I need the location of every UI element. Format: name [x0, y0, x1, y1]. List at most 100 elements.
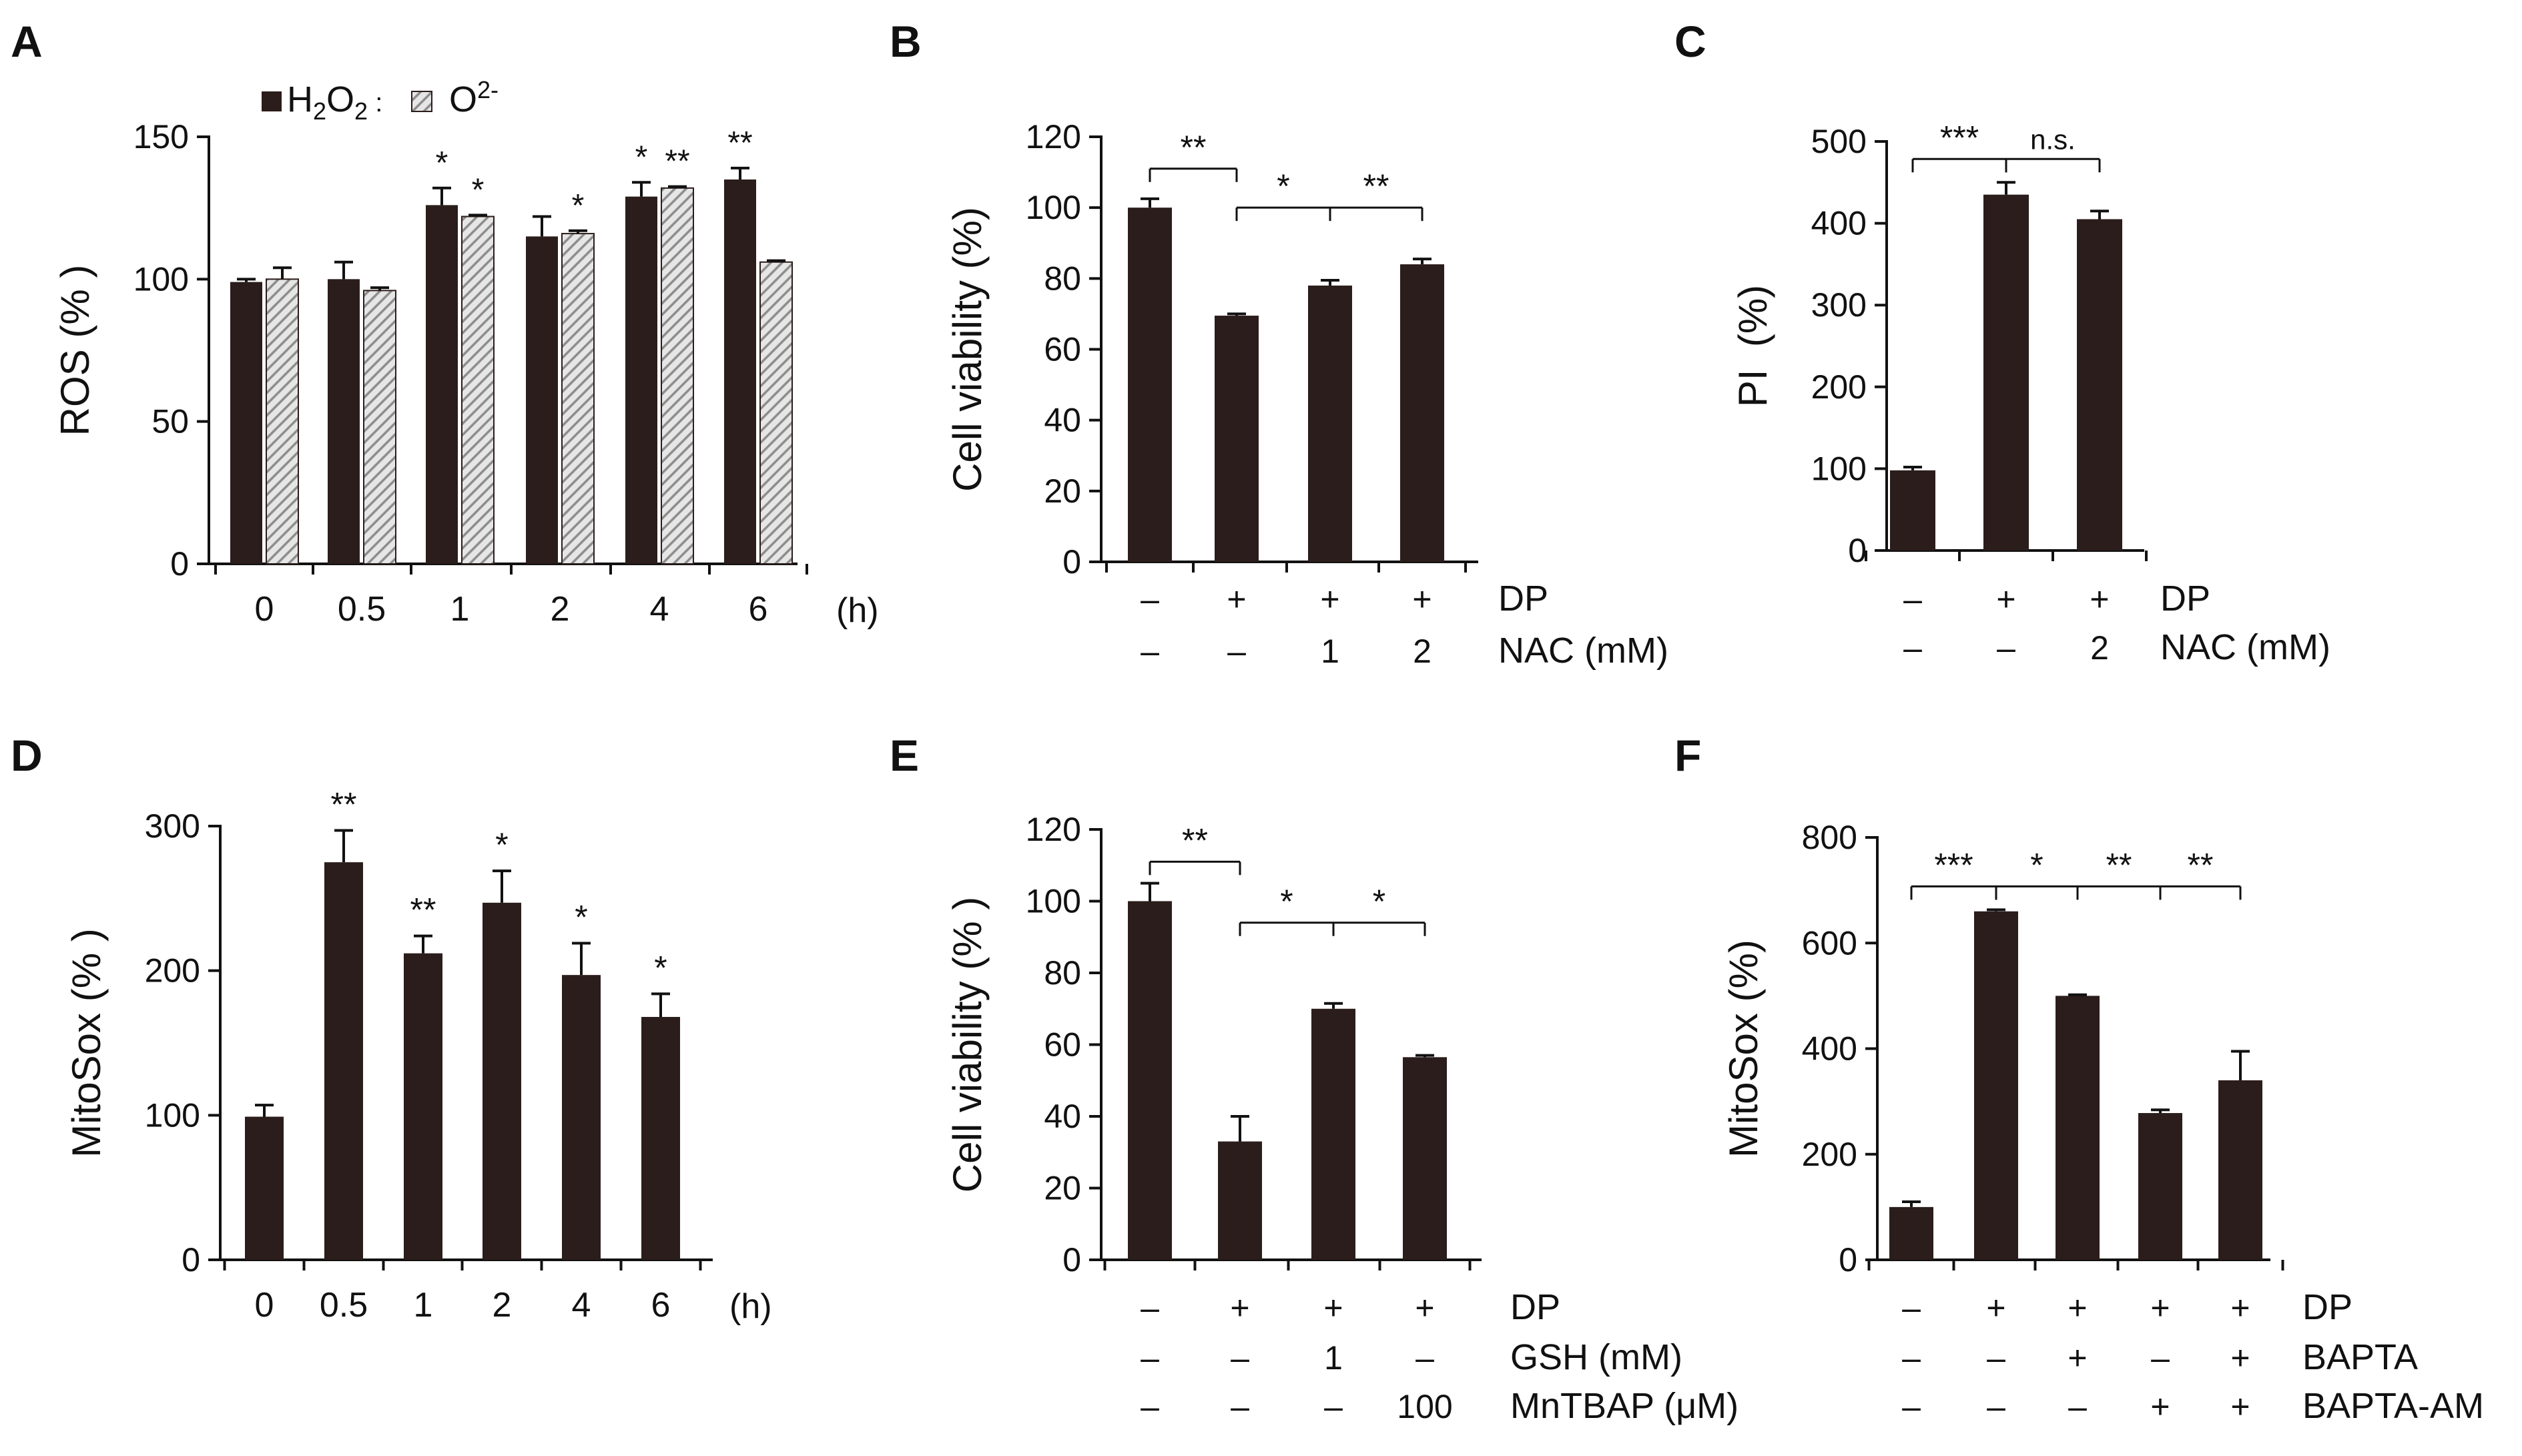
condition-value: –: [1415, 1339, 1434, 1377]
y-axis-label: PI (%): [1730, 285, 1775, 407]
y-tick-label: 20: [1044, 472, 1081, 510]
significance-label: *: [1277, 167, 1289, 205]
y-tick-label: 60: [1044, 1026, 1081, 1064]
legend-label-h2o2: H2O2 :: [287, 79, 382, 125]
y-tick-label: 40: [1044, 1098, 1081, 1135]
significance-star: *: [635, 139, 648, 175]
bar: [1889, 1206, 1933, 1260]
condition-value: –: [2151, 1339, 2170, 1377]
bar-h2o2: [328, 279, 360, 564]
condition-value: +: [2068, 1339, 2087, 1377]
bar: [2218, 1080, 2262, 1260]
y-axis-label: MitoSox (% ): [64, 928, 109, 1157]
condition-label: DP: [2160, 579, 2210, 619]
x-tick-label: 4: [572, 1286, 591, 1325]
condition-label: MnTBAP (μM): [1510, 1386, 1739, 1426]
condition-value: +: [2230, 1289, 2250, 1327]
bar: [1983, 194, 2029, 551]
y-tick-label: 60: [1044, 331, 1081, 368]
legend-label-o2: O2-: [449, 76, 499, 119]
panel-letter: D: [11, 731, 43, 780]
x-tick-label: 1: [450, 590, 470, 629]
x-tick-label: 4: [650, 590, 669, 629]
x-tick-label: 1: [414, 1286, 433, 1325]
panel-letter: F: [1674, 731, 1701, 780]
significance-star: **: [410, 891, 436, 929]
y-tick-label: 400: [1811, 205, 1867, 242]
y-tick-label: 800: [1802, 819, 1857, 856]
bar-o2: [561, 233, 595, 565]
significance-label: **: [1182, 821, 1208, 859]
condition-value: –: [1902, 1339, 1921, 1377]
condition-value: –: [1903, 581, 1922, 618]
x-tick-label: 0.5: [320, 1286, 368, 1325]
bar-o2: [461, 216, 495, 565]
x-tick-label: 6: [749, 590, 768, 629]
significance-label: n.s.: [2030, 123, 2076, 155]
significance-label: **: [1363, 167, 1389, 205]
condition-label: DP: [1510, 1287, 1560, 1327]
condition-value: 1: [1324, 1339, 1343, 1377]
y-axis-label: ROS (% ): [53, 265, 97, 436]
bar-h2o2: [230, 282, 262, 564]
condition-value: +: [2068, 1289, 2087, 1327]
x-unit-label: (h): [729, 1287, 772, 1326]
significance-label: **: [2188, 846, 2214, 883]
bar: [1128, 901, 1172, 1260]
y-tick-label: 0: [1062, 543, 1081, 581]
significance-label: **: [2106, 846, 2132, 883]
y-tick-label: 80: [1044, 954, 1081, 992]
y-axis-label: MitoSox (%): [1721, 940, 1766, 1158]
x-tick-label: 0: [255, 1286, 274, 1325]
condition-value: +: [1320, 581, 1339, 618]
condition-value: –: [1141, 1289, 1159, 1327]
condition-label: BAPTA: [2302, 1337, 2418, 1377]
bar: [1308, 285, 1352, 562]
condition-value: +: [1986, 1289, 2005, 1327]
condition-value: +: [1323, 1289, 1343, 1327]
condition-value: –: [1231, 1388, 1249, 1425]
significance-star: *: [472, 172, 485, 208]
y-tick-label: 120: [1026, 811, 1081, 848]
bar-o2: [363, 290, 396, 565]
y-tick-label: 100: [1811, 450, 1867, 487]
bar-o2: [266, 278, 299, 565]
bar: [483, 902, 521, 1260]
y-tick-label: 80: [1044, 260, 1081, 297]
bar: [324, 862, 363, 1260]
condition-value: –: [1997, 629, 2015, 667]
significance-star: **: [331, 786, 357, 823]
significance-star: *: [436, 145, 448, 181]
condition-value: –: [1902, 1289, 1921, 1327]
condition-label: DP: [1498, 579, 1548, 619]
panel-e: 0 20 40 60 80 100 120 Cell viability (% ) E – + + + D…: [890, 731, 1739, 1426]
y-axis-label: Cell viability (% ): [945, 897, 990, 1192]
y-axis-label: Cell viability (%): [945, 207, 990, 492]
bar-o2: [759, 261, 793, 565]
condition-value: –: [1231, 1339, 1249, 1377]
condition-value: –: [1903, 629, 1922, 667]
condition-label: NAC (mM): [1498, 631, 1668, 671]
bar: [641, 1017, 680, 1260]
y-tick-label: 0: [182, 1241, 200, 1279]
y-tick-label: 200: [1802, 1136, 1857, 1173]
panel-letter: E: [890, 731, 919, 780]
significance-star: *: [654, 949, 667, 986]
condition-value: +: [1996, 581, 2015, 618]
significance-label: *: [1373, 883, 1385, 920]
y-tick-label: 100: [1026, 883, 1081, 920]
condition-label: GSH (mM): [1510, 1337, 1682, 1377]
condition-label: BAPTA-AM: [2302, 1386, 2484, 1426]
y-tick-label: 50: [151, 403, 189, 440]
bar-h2o2: [625, 196, 657, 565]
x-tick-label: 6: [651, 1286, 671, 1325]
panel-letter: B: [890, 17, 922, 66]
panel-c: 0 100 200 300 400 500 PI (%) C – + + DP – – 2 NAC (mM) *…: [1674, 17, 2330, 667]
bar: [245, 1116, 284, 1260]
condition-value: –: [1324, 1388, 1343, 1425]
panel-letter: C: [1674, 17, 1706, 66]
y-tick-label: 100: [133, 260, 189, 298]
condition-value: +: [2150, 1289, 2170, 1327]
significance-label: ***: [1940, 119, 1979, 156]
condition-value: –: [1141, 633, 1159, 670]
